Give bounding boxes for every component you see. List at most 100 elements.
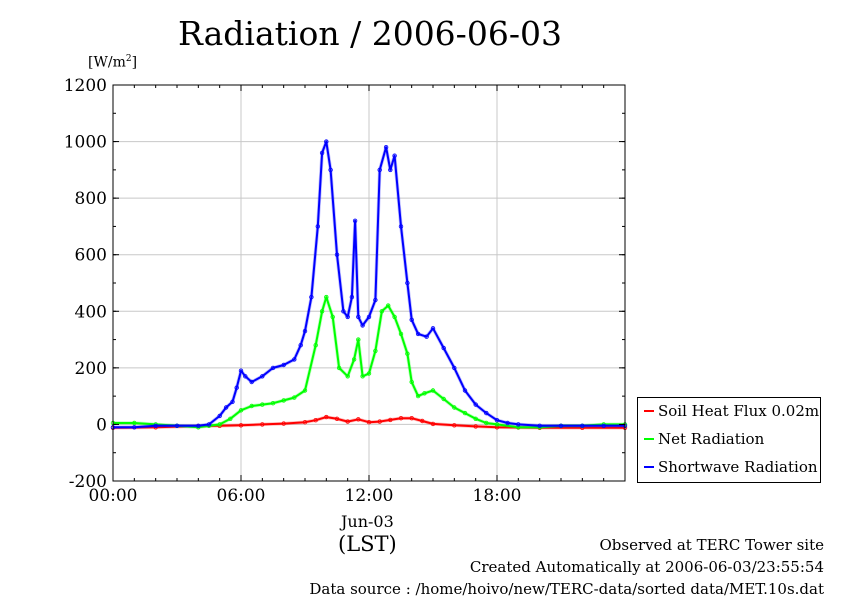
data-point (494, 422, 500, 427)
data-point (366, 371, 372, 376)
y-tick-label: 600 (75, 246, 107, 266)
y-axis-unit-label: [W/m2] (88, 54, 137, 71)
x-tick-label: 18:00 (473, 486, 522, 506)
data-point (313, 418, 318, 423)
data-point (260, 422, 265, 427)
data-point (505, 420, 510, 426)
data-point (494, 425, 500, 430)
data-point (409, 317, 414, 322)
data-point (206, 422, 212, 427)
data-point (473, 416, 478, 421)
data-point (473, 402, 478, 407)
series-line-net-radiation (113, 296, 625, 429)
y-unit-end: ] (131, 54, 138, 71)
series-layer (110, 139, 628, 430)
x-axis-timezone-label: (LST) (338, 532, 397, 556)
data-point (196, 423, 201, 428)
data-point (388, 417, 393, 423)
data-point (132, 425, 137, 430)
legend-label-net: Net Radiation (658, 430, 765, 448)
data-point (379, 309, 384, 314)
data-point (409, 416, 414, 421)
footer-observed-site: Observed at TERC Tower site (599, 536, 824, 554)
data-point (281, 362, 286, 368)
data-point (330, 314, 335, 320)
data-point (366, 314, 372, 320)
data-point (580, 423, 585, 428)
legend-item-soil-heat-flux: Soil Heat Flux 0.02m (644, 402, 819, 422)
data-point (302, 420, 308, 425)
data-point (153, 423, 158, 428)
legend-swatch-soil (644, 410, 654, 412)
data-point (373, 348, 378, 354)
data-point (228, 416, 233, 421)
data-point (430, 388, 436, 393)
data-point (315, 224, 320, 229)
legend-label-soil: Soil Heat Flux 0.02m (658, 402, 820, 420)
chart-title: Radiation / 2006-06-03 (178, 14, 562, 53)
data-point (302, 328, 308, 334)
data-point (392, 314, 397, 320)
data-point (537, 423, 542, 428)
x-tick-label: 06:00 (217, 486, 266, 506)
data-point (319, 309, 325, 314)
x-axis-date-label: Jun-03 (341, 512, 394, 531)
data-point (174, 423, 180, 428)
y-tick-label: 800 (75, 189, 107, 209)
data-point (405, 280, 410, 286)
footer-data-source: Data source : /home/hoivo/new/TERC-data/… (309, 580, 824, 598)
data-point (516, 425, 521, 430)
data-point (260, 374, 265, 379)
data-point (415, 393, 421, 399)
data-point (132, 420, 137, 426)
legend-swatch-shortwave (644, 466, 654, 468)
data-point (494, 418, 500, 423)
data-point (462, 388, 468, 393)
data-point (420, 418, 425, 424)
legend-label-shortwave: Shortwave Radiation (658, 458, 818, 476)
data-point (352, 218, 358, 223)
data-point (345, 419, 350, 424)
footer-created-time: Created Automatically at 2006-06-03/23:5… (469, 558, 824, 576)
y-unit-base: [W/m (88, 54, 126, 71)
data-point (405, 351, 410, 356)
data-point (351, 357, 357, 362)
series-line-shortwave-radiation (113, 140, 625, 429)
data-point (281, 398, 286, 403)
data-point (292, 357, 297, 362)
data-point (230, 399, 235, 404)
data-point (302, 388, 308, 393)
data-point (415, 331, 421, 337)
data-point (292, 395, 297, 400)
data-point (558, 423, 564, 428)
data-point (313, 343, 318, 348)
data-point (356, 337, 361, 342)
legend-item-net-radiation: Net Radiation (644, 430, 764, 450)
data-point (249, 403, 254, 409)
data-point (366, 420, 372, 425)
data-point (430, 326, 436, 331)
y-unit-superscript: 2 (125, 54, 132, 64)
series-line-soil-heat-flux (112, 416, 625, 429)
y-tick-label: 0 (96, 415, 107, 435)
data-point (473, 424, 478, 429)
data-point (377, 419, 382, 424)
data-point (373, 297, 378, 303)
data-point (238, 368, 244, 373)
data-point (398, 416, 404, 421)
data-point (334, 416, 340, 421)
data-point (398, 224, 404, 229)
legend-swatch-net (644, 438, 654, 440)
legend-item-shortwave: Shortwave Radiation (644, 458, 818, 478)
data-point (223, 405, 229, 410)
data-point (270, 401, 276, 406)
data-point (238, 408, 244, 413)
data-point (462, 410, 468, 416)
series-net-radiation (110, 294, 628, 430)
series-shortwave-radiation (110, 139, 628, 430)
data-point (334, 252, 340, 257)
data-point (452, 405, 457, 410)
data-point (249, 379, 254, 385)
y-tick-label: 1200 (64, 76, 107, 96)
data-point (298, 343, 303, 348)
